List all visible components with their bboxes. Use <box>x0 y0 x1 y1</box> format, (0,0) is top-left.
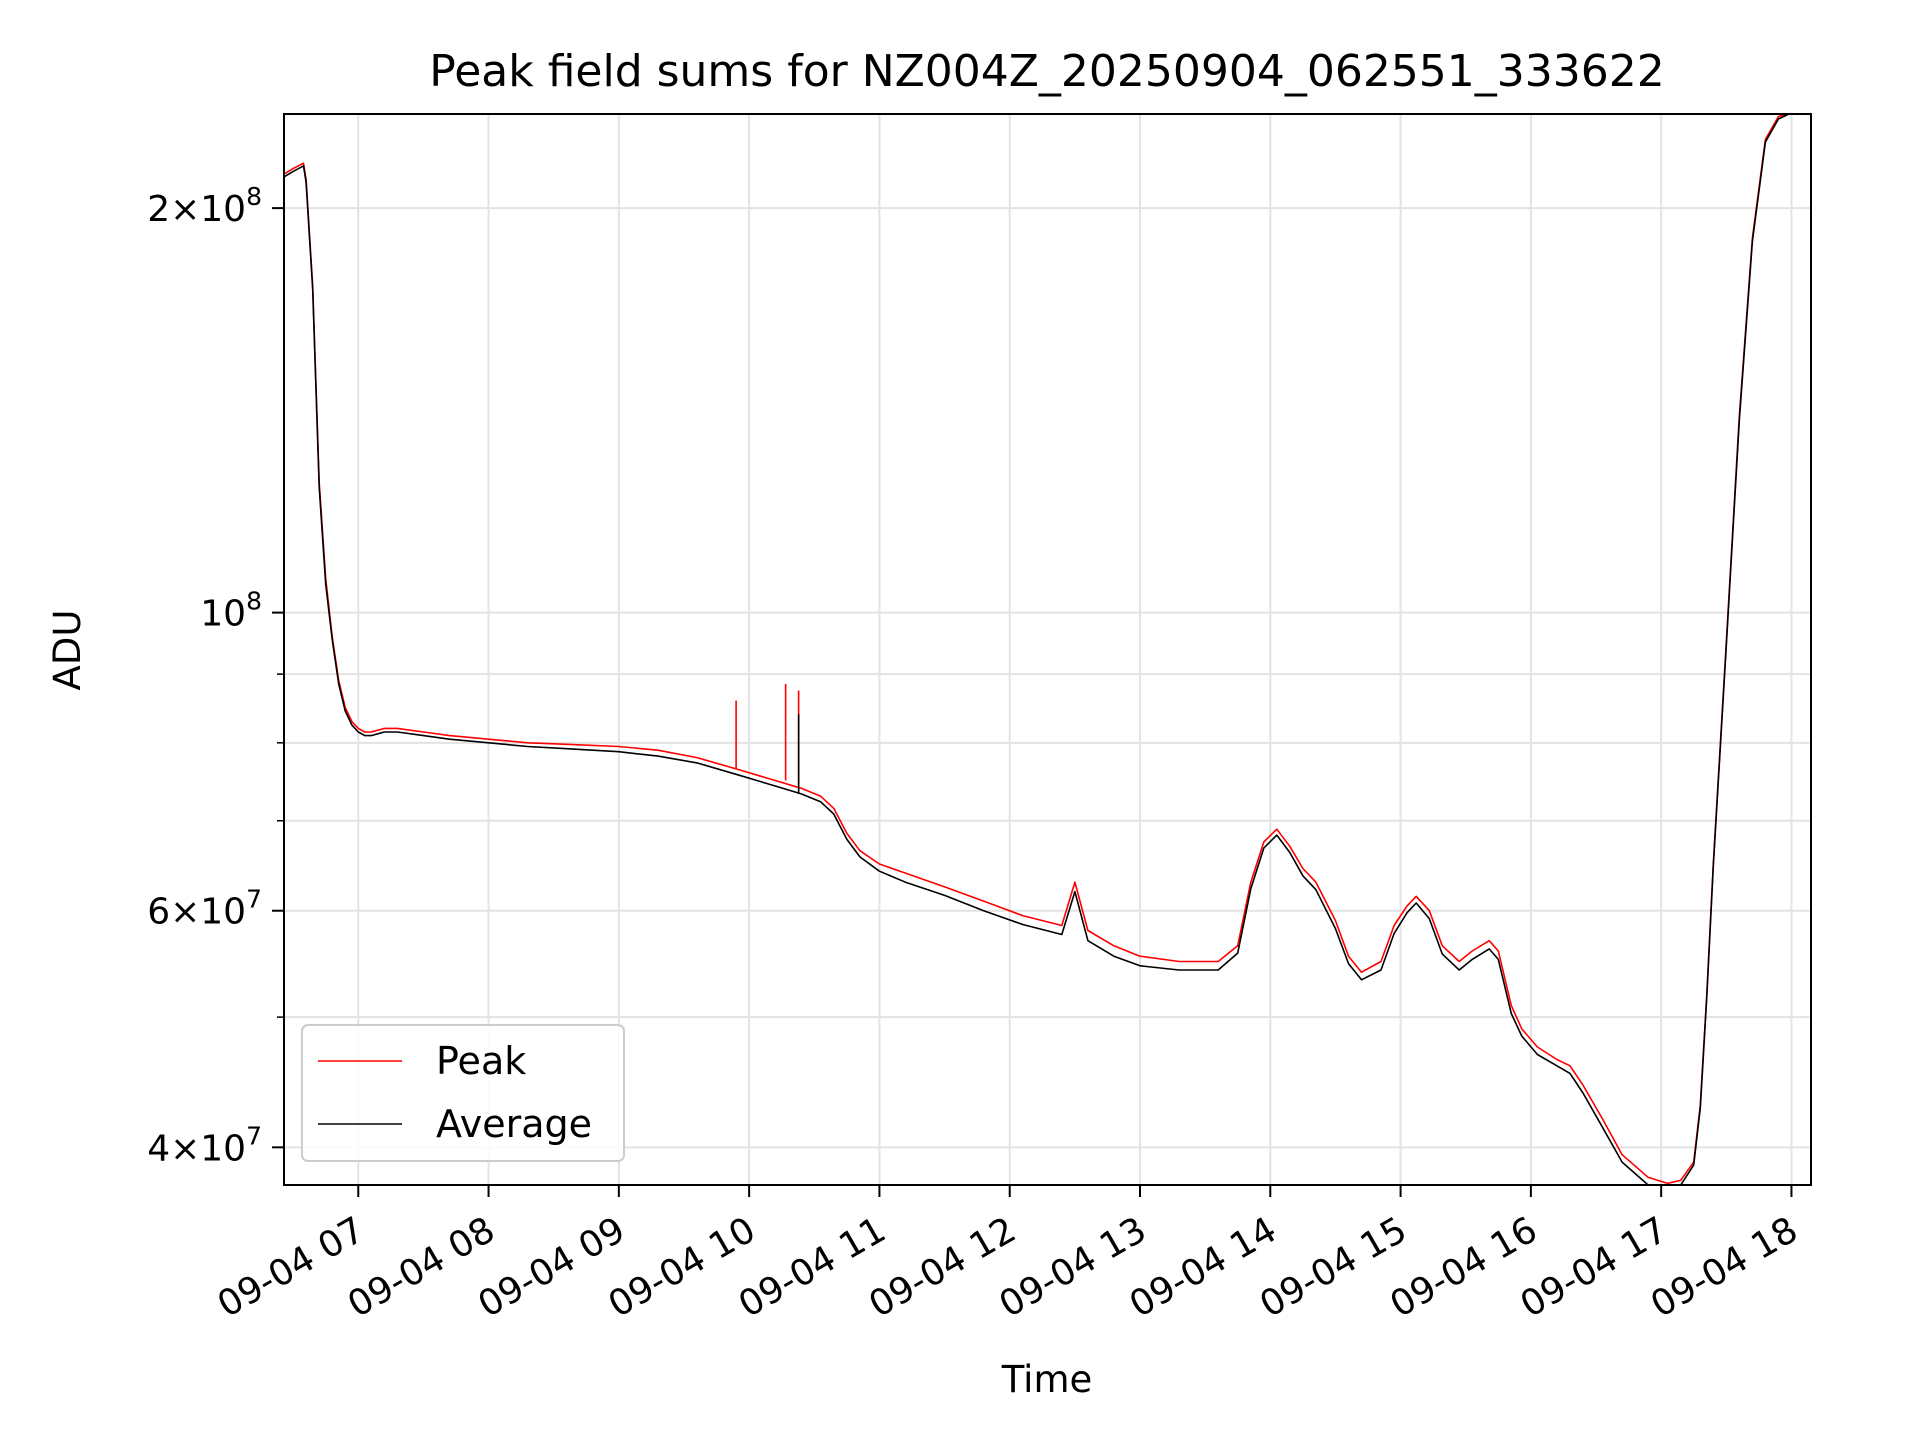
y-tick-label: 6×107 <box>147 885 262 933</box>
series-line-peak <box>284 114 1811 1185</box>
legend-label-peak: Peak <box>436 1039 526 1083</box>
y-tick-label: 4×107 <box>147 1121 262 1169</box>
y-tick-label: 2×108 <box>147 182 262 230</box>
series-line-average <box>284 114 1811 1185</box>
series-lines <box>284 114 1811 1185</box>
y-axis-label: ADU <box>46 610 89 691</box>
x-axis-label: Time <box>1001 1358 1093 1401</box>
plot-frame <box>283 113 1812 1186</box>
chart-legend: Peak Average <box>301 1024 625 1162</box>
y-tick-label: 108 <box>200 587 262 635</box>
legend-label-average: Average <box>436 1102 592 1146</box>
legend-box <box>301 1024 625 1162</box>
grid-lines <box>284 114 1811 1185</box>
y-axis-ticks: 4×107 6×107 108 2×108 <box>147 182 284 1169</box>
chart-title: Peak field sums for NZ004Z_20250904_0625… <box>429 46 1665 97</box>
